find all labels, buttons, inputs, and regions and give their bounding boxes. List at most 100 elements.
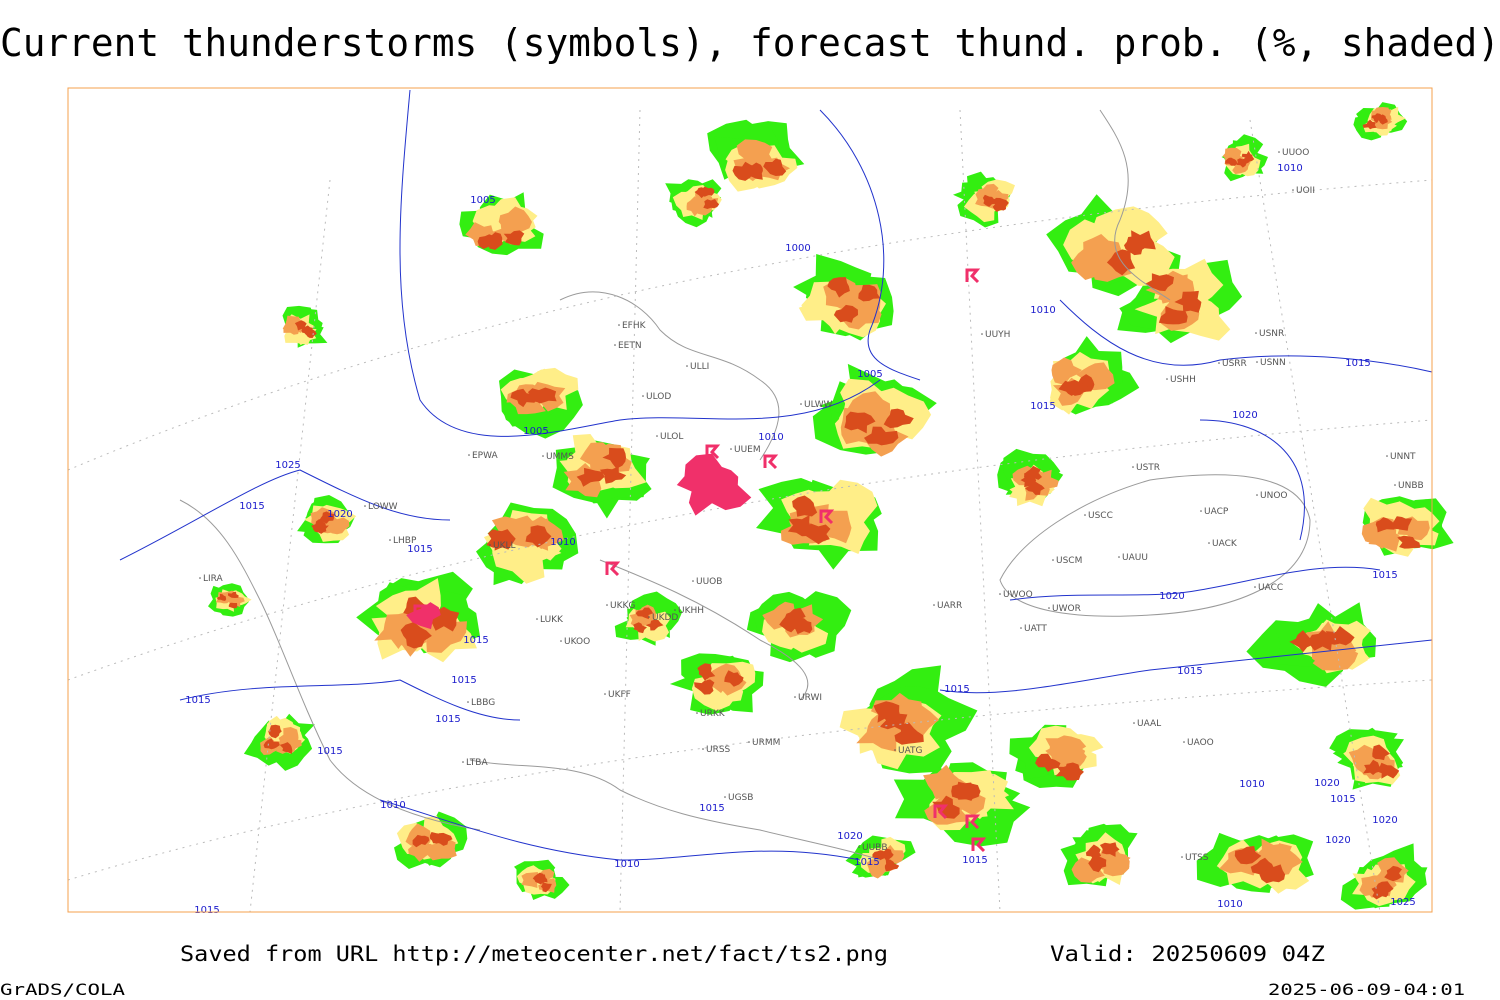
station-dot (858, 846, 860, 848)
shade-red (1384, 865, 1402, 882)
isobar-line (1059, 299, 1433, 373)
station-dot (1084, 514, 1086, 516)
shade-red (744, 162, 763, 180)
shade-red (1325, 626, 1355, 646)
station-label: USRR (1222, 359, 1247, 369)
coastlines (179, 109, 1311, 861)
station-label: UATG (898, 746, 923, 756)
isobar-line (399, 89, 881, 437)
station-dot (748, 741, 750, 743)
shade-red (635, 607, 654, 620)
thunderstorm-symbol (763, 454, 779, 470)
shade-red (1362, 119, 1377, 130)
station-label: ULOL (660, 432, 683, 442)
station-dot (364, 505, 366, 507)
shade-orange (762, 601, 804, 630)
shade-orange (326, 517, 350, 535)
isobar-label: 1015 (944, 684, 969, 695)
thunderstorm-cluster (406, 602, 441, 630)
shade-red (319, 511, 335, 524)
shade-red (724, 670, 744, 687)
isobar-label: 1010 (614, 859, 639, 870)
isobar-label: 1020 (1314, 778, 1339, 789)
shade-red (1375, 517, 1396, 533)
shade-red (833, 304, 858, 323)
shade-red (844, 411, 876, 434)
thunderstorm-symbol (933, 804, 949, 820)
shade-red (694, 679, 715, 695)
station-dot (462, 761, 464, 763)
isobar-label: 1000 (785, 243, 810, 254)
coastline (179, 499, 481, 831)
thunderstorm-symbol (965, 814, 981, 830)
shade-red (1085, 844, 1102, 859)
station-label: UTSS (1185, 853, 1209, 863)
station-label: LOWW (368, 502, 398, 512)
station-dot (536, 618, 538, 620)
isobar-line (939, 639, 1433, 694)
station-dot (702, 748, 704, 750)
shade-red (1088, 855, 1107, 873)
isobar-label: 1025 (1390, 897, 1415, 908)
shade-orange (1045, 735, 1087, 761)
station-dot (894, 749, 896, 751)
station-label: USNR (1259, 329, 1284, 339)
station-label: UUEM (734, 445, 761, 455)
station-dot (606, 604, 608, 606)
station-dot (648, 616, 650, 618)
station-dot (1256, 494, 1258, 496)
isobar-label: 1010 (1217, 899, 1242, 910)
shade-red (1065, 379, 1089, 396)
station-label: UACP (1204, 507, 1229, 517)
software: GrADS/COLA (0, 980, 125, 999)
station-label: UAUU (1122, 553, 1148, 563)
station-dot (1020, 627, 1022, 629)
station-label: UNNT (1390, 452, 1416, 462)
isobar-label: 1010 (1239, 779, 1264, 790)
shade-red (599, 466, 627, 484)
isobar-label: 1015 (194, 905, 219, 916)
isobar-line (1009, 566, 1381, 601)
shade-orange (498, 206, 532, 232)
isobar-label: 1020 (1159, 591, 1184, 602)
graticule-line (67, 419, 1433, 681)
shade-red (1390, 516, 1413, 531)
station-dot (800, 403, 802, 405)
graticule-line (67, 679, 1433, 881)
isobar-label: 1005 (857, 369, 882, 380)
isobar-label: 1010 (1277, 163, 1302, 174)
shade-red (763, 158, 787, 176)
isobar-label: 1010 (758, 432, 783, 443)
shade-red (412, 834, 430, 848)
isobar-label: 1015 (239, 501, 264, 512)
isobar-label: 1010 (380, 800, 405, 811)
isobar-label: 1005 (523, 426, 548, 437)
shade-red (884, 859, 900, 872)
station-label: UOII (1296, 186, 1315, 196)
station-label: UNBB (1398, 481, 1424, 491)
map-frame (68, 88, 1432, 912)
isobar-label: 1010 (1030, 305, 1055, 316)
shade-red (700, 186, 715, 197)
station-dot (696, 712, 698, 714)
station-dot (560, 640, 562, 642)
shade-red (1129, 230, 1156, 252)
shade-orange (856, 711, 908, 752)
station-label: UUYH (985, 330, 1010, 340)
station-label: UMMS (546, 452, 574, 462)
isobar-line (379, 799, 861, 861)
station-label: UACK (1212, 539, 1238, 549)
station-label: ULLI (690, 362, 709, 372)
station-label: LUKK (540, 615, 564, 625)
station-label: UWOO (1003, 590, 1033, 600)
isobar-line (179, 679, 521, 721)
station-dot (1394, 484, 1396, 486)
station-dot (1256, 361, 1258, 363)
station-dot (794, 696, 796, 698)
station-dot (642, 395, 644, 397)
shade-red (883, 408, 914, 429)
shade-orange (1051, 357, 1082, 385)
shade-red (535, 387, 557, 404)
station-label: URSS (706, 745, 731, 755)
shade-red (878, 848, 894, 862)
